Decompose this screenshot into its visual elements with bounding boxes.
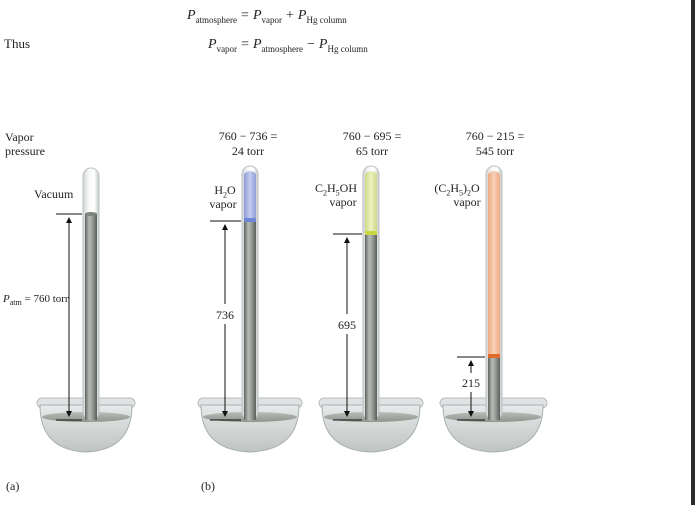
mercury-column-b2 [365, 234, 377, 420]
mercury-meniscus-a [85, 212, 97, 216]
panel-label-b: (b) [201, 479, 215, 493]
mercury-column-a [85, 214, 97, 420]
thus-label: Thus [4, 36, 30, 51]
mercury-column-b1 [244, 221, 256, 420]
water-calc-line2: 24 torr [231, 144, 265, 158]
mercury-column-b3 [488, 357, 500, 420]
ethanol-calc-line2: 65 torr [355, 144, 389, 158]
water-vapor-formula: H2O [214, 183, 236, 200]
water-calc-line1: 760 − 736 = [218, 129, 278, 143]
vapor-pressure-label-line2: pressure [5, 144, 45, 158]
ether-vapor-word: vapor [453, 195, 481, 209]
ether-meniscus [488, 354, 500, 358]
ethanol-vapor-region [365, 171, 377, 234]
tube-b3-ether [439, 165, 548, 453]
equation-line-2: Pvapor = Patmosphere − PHg column [208, 37, 368, 54]
panel-label-a: (a) [6, 479, 20, 493]
ethanol-meniscus [365, 231, 377, 235]
equation-line-1: Patmosphere = Pvapor + PHg column [187, 8, 347, 25]
ethanol-vapor-word: vapor [329, 195, 357, 209]
vacuum-label: Vacuum [34, 187, 74, 201]
water-vapor-region [244, 171, 256, 221]
tube-a [36, 167, 136, 453]
ether-calc-line2: 545 torr [475, 144, 515, 158]
tube-b1-water [197, 165, 303, 453]
water-height-label: 736 [216, 308, 234, 322]
ether-vapor-formula: (C2H5)2O [434, 181, 480, 198]
water-vapor-word: vapor [209, 197, 237, 211]
tube-b2-ethanol [318, 165, 424, 453]
ether-calc-line1: 760 − 215 = [465, 129, 525, 143]
ether-vapor-region [488, 171, 500, 357]
ethanol-vapor-formula: C2H5OH [314, 181, 358, 198]
ethanol-height-label: 695 [338, 318, 356, 332]
ethanol-calc-line1: 760 − 695 = [342, 129, 402, 143]
patm-label: Patm = 760 torr [3, 293, 69, 308]
vapor-pressure-label-line1: Vapor [5, 130, 34, 144]
water-meniscus [244, 218, 256, 222]
ether-height-label: 215 [462, 376, 480, 390]
page-edge-border [691, 0, 695, 505]
